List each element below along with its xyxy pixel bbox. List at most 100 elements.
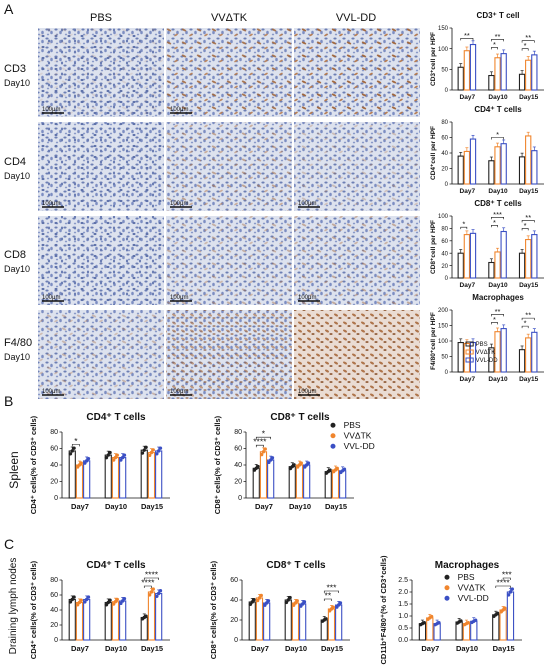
data-point bbox=[120, 455, 125, 460]
significance-label: * bbox=[493, 40, 496, 49]
significance-label: **** bbox=[141, 578, 155, 588]
legend-swatch bbox=[465, 341, 474, 347]
scale-bar-cd8-pbs: 100μm bbox=[42, 295, 64, 302]
legend-label: VVL-DD bbox=[476, 358, 499, 364]
y-tick-label: 150 bbox=[438, 26, 449, 32]
bar bbox=[499, 609, 507, 641]
y-axis-label: CD8⁺ cells(% of CD3⁺ cells) bbox=[209, 560, 218, 659]
significance-label: * bbox=[462, 220, 465, 229]
x-tick-label: Day7 bbox=[460, 282, 476, 289]
x-tick-label: Day7 bbox=[460, 376, 476, 383]
y-tick-label: 20 bbox=[50, 479, 58, 486]
significance-bracket bbox=[460, 226, 468, 230]
data-point bbox=[328, 468, 332, 472]
y-tick-label: 100 bbox=[438, 47, 449, 53]
significance-bracket bbox=[255, 436, 271, 440]
bar bbox=[140, 616, 148, 641]
scale-bar-label: 100μm bbox=[170, 295, 188, 301]
y-tick-label: 0 bbox=[234, 637, 238, 644]
data-point bbox=[111, 602, 116, 606]
bar bbox=[525, 239, 532, 279]
legend-label: VVΔTK bbox=[344, 431, 372, 441]
chart-title: CD8⁺ T cells bbox=[474, 199, 522, 208]
data-point bbox=[151, 587, 155, 591]
data-point bbox=[266, 599, 271, 603]
bar bbox=[331, 469, 340, 499]
scale-bar-cd4-vvdtk: 100μm bbox=[170, 201, 192, 208]
spleen-label: Spleen bbox=[7, 451, 21, 488]
data-point bbox=[122, 596, 127, 601]
scale-bar-label: 100μm bbox=[298, 295, 316, 301]
row-marker: CD4 bbox=[4, 156, 26, 168]
significance-label: * bbox=[493, 218, 496, 227]
row-label-cd4: CD4 Day10 bbox=[4, 156, 30, 181]
data-point bbox=[140, 451, 145, 455]
y-tick-label: 80 bbox=[50, 577, 58, 584]
y-tick-label: 1.5 bbox=[398, 601, 408, 608]
data-point bbox=[151, 448, 155, 452]
data-point bbox=[120, 599, 125, 603]
bar bbox=[525, 135, 532, 185]
scale-bar-cd8-vvldd: 100μm bbox=[298, 295, 320, 302]
bar bbox=[525, 59, 532, 91]
bar bbox=[284, 599, 292, 641]
y-tick-label: 80 bbox=[50, 429, 58, 436]
bar bbox=[119, 600, 127, 641]
bar bbox=[68, 450, 76, 499]
bar bbox=[463, 50, 471, 91]
bar bbox=[469, 232, 477, 279]
bar bbox=[488, 160, 495, 185]
legend-label: VVΔTK bbox=[476, 350, 496, 356]
data-point bbox=[149, 450, 154, 455]
bar bbox=[426, 617, 434, 641]
bar bbox=[299, 603, 307, 641]
y-axis-label: CD4⁺cell per HPF bbox=[430, 126, 437, 180]
y-tick-label: 60 bbox=[50, 592, 58, 599]
bar bbox=[147, 452, 156, 499]
chart-title: Macrophages bbox=[435, 560, 500, 571]
significance-label: * bbox=[524, 41, 527, 50]
significance-label: ** bbox=[525, 33, 531, 42]
data-point bbox=[259, 452, 264, 457]
bar bbox=[525, 337, 532, 373]
significance-bracket bbox=[521, 40, 535, 43]
significance-bracket bbox=[495, 585, 511, 588]
bar bbox=[83, 598, 91, 641]
data-point bbox=[155, 452, 159, 456]
significance-label: **** bbox=[496, 578, 510, 588]
data-point bbox=[147, 453, 152, 458]
charts-layer: CD3⁺ T cell CD3⁺cell per HPF 0 50 100 150 Day7… bbox=[29, 11, 544, 665]
data-point bbox=[70, 597, 74, 602]
legend-label: VVΔTK bbox=[458, 583, 486, 593]
x-tick-label: Day15 bbox=[321, 644, 343, 653]
x-tick-label: Day15 bbox=[519, 188, 539, 195]
legend-swatch bbox=[465, 357, 474, 363]
x-tick-label: Day10 bbox=[488, 188, 508, 195]
bar bbox=[500, 230, 507, 279]
significance-bracket bbox=[491, 137, 504, 140]
scale-bar-cd4-pbs: 100μm bbox=[42, 201, 64, 208]
bar bbox=[457, 155, 464, 185]
bar bbox=[494, 146, 501, 185]
bar bbox=[295, 464, 304, 499]
y-tick-label: 60 bbox=[230, 577, 238, 584]
significance-bracket bbox=[491, 39, 504, 42]
chart-title: CD8⁺ T cells bbox=[266, 560, 326, 571]
row-day: Day10 bbox=[4, 352, 30, 362]
data-point bbox=[119, 458, 123, 462]
bar bbox=[531, 234, 538, 279]
x-tick-label: Day15 bbox=[519, 94, 539, 101]
y-tick-label: 20 bbox=[441, 264, 448, 270]
significance-label: *** bbox=[493, 210, 502, 219]
significance-bracket bbox=[491, 322, 498, 325]
chart-8: CD8⁺ T cells CD8⁺ cells(% of CD3⁺ cells) 0… bbox=[209, 560, 350, 659]
bar bbox=[463, 234, 471, 279]
data-point bbox=[503, 606, 507, 610]
scale-bar-cd3-pbs: 100μm bbox=[42, 107, 64, 114]
significance-label: * bbox=[524, 319, 527, 328]
panel-letter-a: A bbox=[4, 1, 14, 17]
data-point bbox=[256, 464, 260, 469]
scale-bar-label: 100μm bbox=[170, 389, 188, 395]
chart-3: CD8⁺ T cells CD8⁺cell per HPF 0 20 40 60 80 100… bbox=[430, 199, 544, 289]
